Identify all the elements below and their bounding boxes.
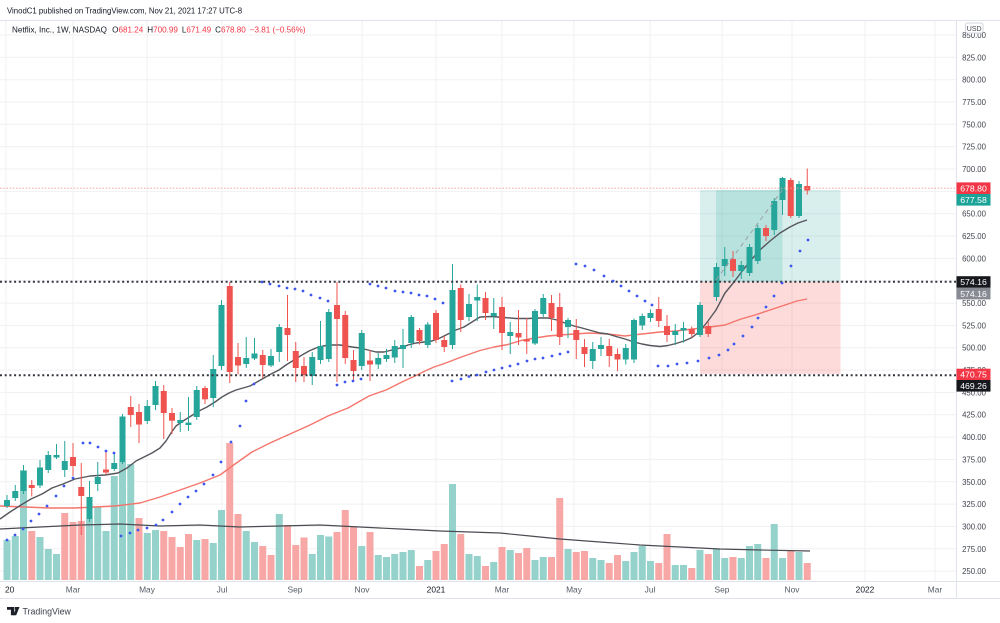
svg-text:Mar: Mar (66, 585, 81, 595)
svg-text:625.00: 625.00 (962, 232, 987, 241)
svg-text:325.00: 325.00 (962, 500, 987, 509)
svg-text:525.00: 525.00 (962, 321, 987, 330)
svg-text:Nov: Nov (355, 585, 371, 595)
svg-text:375.00: 375.00 (962, 455, 987, 464)
svg-text:400.00: 400.00 (962, 433, 987, 442)
svg-text:TradingView: TradingView (23, 607, 72, 617)
svg-text:650.00: 650.00 (962, 210, 987, 219)
svg-text:May: May (566, 585, 583, 595)
svg-text:500.00: 500.00 (962, 344, 987, 353)
svg-text:550.00: 550.00 (962, 299, 987, 308)
svg-text:678.80: 678.80 (960, 183, 987, 193)
svg-text:300.00: 300.00 (962, 522, 987, 531)
svg-text:800.00: 800.00 (962, 76, 987, 85)
svg-text:725.00: 725.00 (962, 143, 987, 152)
svg-text:600.00: 600.00 (962, 254, 987, 263)
svg-text:250.00: 250.00 (962, 567, 987, 576)
svg-text:Jul: Jul (217, 585, 228, 595)
svg-text:775.00: 775.00 (962, 98, 987, 107)
svg-text:677.58: 677.58 (960, 195, 987, 205)
svg-text:275.00: 275.00 (962, 545, 987, 554)
svg-text:2022: 2022 (856, 585, 875, 595)
svg-text:574.16: 574.16 (960, 277, 987, 287)
svg-text:825.00: 825.00 (962, 53, 987, 62)
svg-text:Mar: Mar (928, 585, 943, 595)
svg-text:425.00: 425.00 (962, 411, 987, 420)
svg-text:350.00: 350.00 (962, 478, 987, 487)
svg-text:750.00: 750.00 (962, 120, 987, 129)
svg-text:700.00: 700.00 (962, 165, 987, 174)
svg-text:Nov: Nov (785, 585, 801, 595)
svg-text:VinodC1 published on TradingVi: VinodC1 published on TradingView.com, No… (7, 7, 242, 16)
svg-text:470.75: 470.75 (960, 370, 987, 380)
svg-text:469.26: 469.26 (960, 381, 987, 391)
svg-text:574.16: 574.16 (960, 289, 987, 299)
svg-text:Sep: Sep (715, 585, 730, 595)
svg-text:May: May (139, 585, 156, 595)
svg-text:Netflix, Inc., 1W, NASDAQ O681: Netflix, Inc., 1W, NASDAQ O681.24 H700.99… (12, 26, 306, 35)
svg-text:850.00: 850.00 (962, 31, 987, 40)
svg-text:Jul: Jul (645, 585, 656, 595)
svg-text:Sep: Sep (288, 585, 303, 595)
svg-text:2021: 2021 (427, 585, 446, 595)
svg-text:20: 20 (5, 585, 15, 595)
svg-text:Mar: Mar (495, 585, 510, 595)
svg-text:USD: USD (967, 26, 982, 33)
svg-text:450.00: 450.00 (962, 388, 987, 397)
